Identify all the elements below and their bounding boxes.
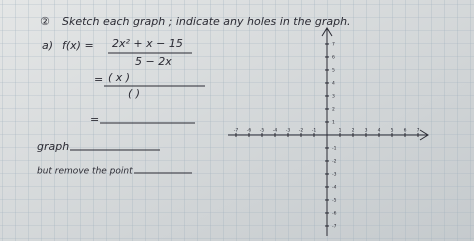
equals: =: [94, 73, 103, 86]
step-numerator: ( x ): [108, 71, 130, 84]
y-tick-label: -3: [332, 172, 337, 178]
y-tick-label: 3: [332, 94, 335, 100]
x-tick-label: 6: [404, 128, 407, 134]
x-tick-label: 4: [378, 128, 381, 134]
y-tick-label: 4: [332, 81, 335, 87]
x-tick-label: -1: [312, 128, 317, 134]
y-tick-label: 2: [332, 107, 335, 113]
x-tick-label: 1: [339, 128, 342, 134]
x-tick-label: 7: [417, 128, 420, 134]
y-tick-label: -1: [332, 146, 337, 152]
x-tick-label: -5: [260, 128, 265, 134]
axes: -7 -6 -5 -4 -3 -2 -1 1 2 3 4 5 6 7 7 6 5 4 3 2 1 -1 -2 -3 -4 -5 -6…: [228, 27, 429, 236]
y-tick-label: -7: [332, 224, 337, 230]
y-tick-label: -4: [332, 185, 337, 191]
x-tick-label: 3: [365, 128, 368, 134]
denominator: 5 − 2x: [135, 55, 172, 68]
y-tick-label: -6: [332, 211, 337, 217]
x-tick-label: -7: [234, 128, 239, 134]
y-tick-label: 6: [332, 55, 335, 61]
question-number: ②: [40, 15, 50, 28]
instruction: Sketch each graph ; indicate any holes i…: [62, 15, 351, 28]
x-tick-label: -6: [247, 128, 252, 134]
y-tick-label: -2: [332, 159, 337, 165]
y-tick-label: 7: [332, 42, 335, 48]
x-tick-label: -2: [299, 128, 304, 134]
equals: =: [90, 113, 99, 126]
y-tick-label: 5: [332, 68, 335, 74]
function-name: f(x) =: [62, 39, 94, 52]
step-denominator: ( ): [128, 87, 140, 100]
y-tick-label: 1: [332, 120, 335, 126]
graph-label: graph: [37, 140, 69, 153]
x-tick-label: -3: [286, 128, 291, 134]
y-tick-label: -5: [332, 198, 337, 204]
remove-label: but remove the point: [37, 167, 133, 177]
numerator: 2x² + x − 15: [112, 37, 183, 50]
part-label: a): [42, 39, 53, 52]
x-tick-label: 5: [391, 128, 394, 134]
x-tick-label: 2: [352, 128, 355, 134]
x-arrow: [419, 129, 429, 141]
x-tick-label: -4: [273, 128, 278, 134]
y-arrow: [321, 27, 333, 37]
